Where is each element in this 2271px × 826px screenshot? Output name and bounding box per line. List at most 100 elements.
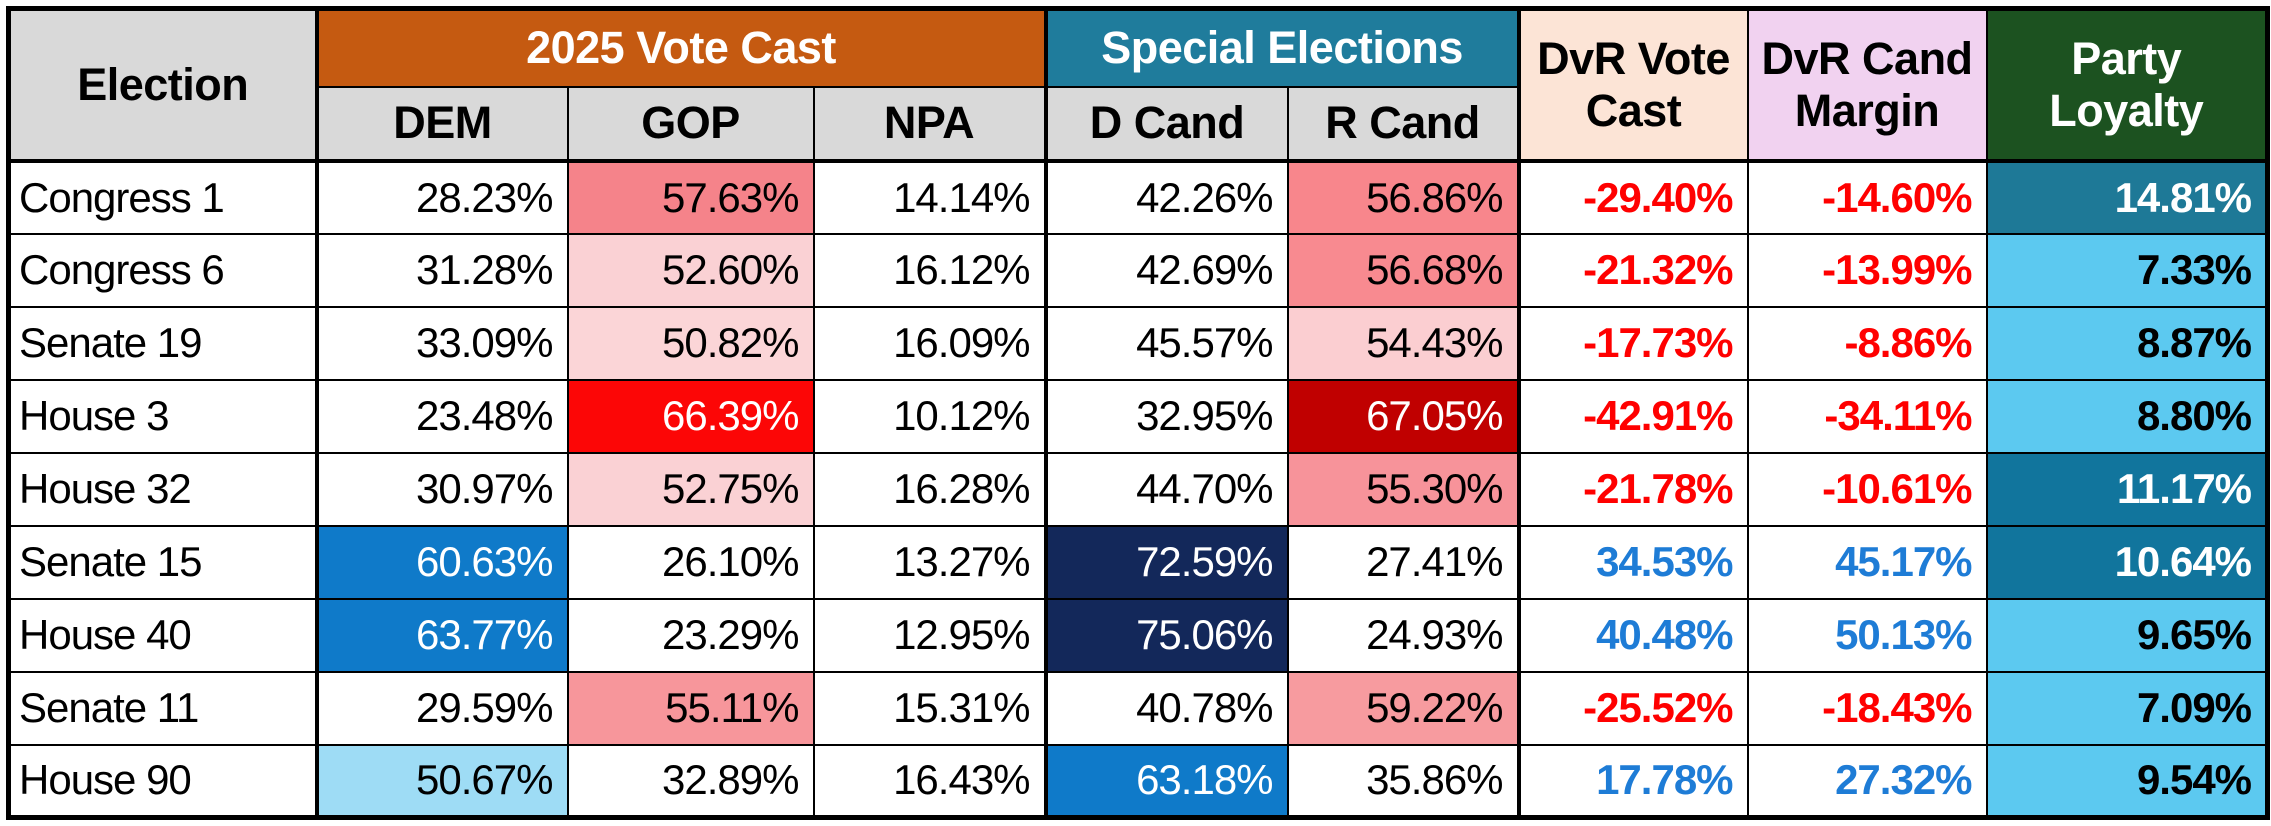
value-cell: 14.14% <box>812 159 1047 235</box>
value-cell: 50.67% <box>314 743 569 819</box>
value-cell: -14.60% <box>1746 159 1988 235</box>
value-cell: 44.70% <box>1043 451 1289 527</box>
value-cell: 56.68% <box>1286 232 1520 308</box>
header-npa: NPA <box>812 85 1047 162</box>
value-cell: 11.17% <box>1985 451 2269 527</box>
value-cell: 32.95% <box>1043 378 1289 454</box>
row-label: House 3 <box>7 378 318 454</box>
value-cell: 13.27% <box>812 524 1047 600</box>
header-sub-row: DEM GOP NPA D Cand R Cand <box>9 85 2268 162</box>
header-party-loyalty: Party Loyalty <box>1985 7 2269 162</box>
value-cell: 52.60% <box>566 232 815 308</box>
header-r-cand: R Cand <box>1286 85 1520 162</box>
value-cell: -10.61% <box>1746 451 1988 527</box>
table-row: House 90 50.67% 32.89% 16.43% 63.18% 35.86% 17… <box>7 743 2269 819</box>
table-row: Congress 1 28.23% 57.63% 14.14% 42.26% 56.86%… <box>7 159 2269 235</box>
table-row: House 40 63.77% 23.29% 12.95% 75.06% 24.93% 40… <box>7 597 2269 673</box>
value-cell: -21.78% <box>1516 451 1749 527</box>
row-label: Congress 6 <box>7 232 318 308</box>
value-cell: 50.82% <box>566 305 815 381</box>
value-cell: 34.53% <box>1516 524 1749 600</box>
value-cell: 54.43% <box>1286 305 1520 381</box>
value-cell: 14.81% <box>1985 159 2269 235</box>
value-cell: 42.69% <box>1043 232 1289 308</box>
value-cell: 27.32% <box>1746 743 1988 819</box>
value-cell: 23.48% <box>314 378 569 454</box>
row-label: Senate 11 <box>7 670 318 746</box>
value-cell: 16.12% <box>812 232 1047 308</box>
value-cell: 7.33% <box>1985 232 2269 308</box>
value-cell: 15.31% <box>812 670 1047 746</box>
value-cell: 8.80% <box>1985 378 2269 454</box>
value-cell: -13.99% <box>1746 232 1988 308</box>
value-cell: 29.59% <box>314 670 569 746</box>
value-cell: -18.43% <box>1746 670 1988 746</box>
value-cell: 52.75% <box>566 451 815 527</box>
value-cell: 12.95% <box>812 597 1047 673</box>
value-cell: 35.86% <box>1286 743 1520 819</box>
value-cell: 8.87% <box>1985 305 2269 381</box>
table-row: House 3 23.48% 66.39% 10.12% 32.95% 67.05% -42… <box>7 378 2269 454</box>
value-cell: 32.89% <box>566 743 815 819</box>
value-cell: 30.97% <box>314 451 569 527</box>
row-label: Senate 19 <box>7 305 318 381</box>
value-cell: 10.64% <box>1985 524 2269 600</box>
value-cell: 9.65% <box>1985 597 2269 673</box>
header-group-row: Election 2025 Vote Cast Special Election… <box>7 7 2269 162</box>
value-cell: 67.05% <box>1286 378 1520 454</box>
value-cell: 27.41% <box>1286 524 1520 600</box>
value-cell: -25.52% <box>1516 670 1749 746</box>
value-cell: 59.22% <box>1286 670 1520 746</box>
value-cell: 16.09% <box>812 305 1047 381</box>
table-row: Senate 11 29.59% 55.11% 15.31% 40.78% 59.22% -… <box>7 670 2269 746</box>
value-cell: 63.77% <box>314 597 569 673</box>
value-cell: 40.78% <box>1043 670 1289 746</box>
election-results-table: Election 2025 Vote Cast Special Election… <box>6 6 2271 820</box>
header-election: Election <box>7 7 318 162</box>
value-cell: -42.91% <box>1516 378 1749 454</box>
value-cell: 45.17% <box>1746 524 1988 600</box>
value-cell: 23.29% <box>566 597 815 673</box>
row-label: Senate 15 <box>7 524 318 600</box>
value-cell: -17.73% <box>1516 305 1749 381</box>
value-cell: 9.54% <box>1985 743 2269 819</box>
value-cell: 56.86% <box>1286 159 1520 235</box>
value-cell: 75.06% <box>1043 597 1289 673</box>
value-cell: 24.93% <box>1286 597 1520 673</box>
value-cell: 7.09% <box>1985 670 2269 746</box>
value-cell: 31.28% <box>314 232 569 308</box>
value-cell: 16.43% <box>812 743 1047 819</box>
row-label: House 40 <box>7 597 318 673</box>
value-cell: 26.10% <box>566 524 815 600</box>
value-cell: 55.11% <box>566 670 815 746</box>
value-cell: 45.57% <box>1043 305 1289 381</box>
value-cell: 57.63% <box>566 159 815 235</box>
header-group-special-elections: Special Elections <box>1043 7 1520 88</box>
value-cell: -21.32% <box>1516 232 1749 308</box>
table-row: Senate 19 33.09% 50.82% 16.09% 45.57% 54.43% -… <box>7 305 2269 381</box>
value-cell: 33.09% <box>314 305 569 381</box>
row-label: House 90 <box>7 743 318 819</box>
value-cell: -34.11% <box>1746 378 1988 454</box>
value-cell: 42.26% <box>1043 159 1289 235</box>
table-row: Congress 6 31.28% 52.60% 16.12% 42.69% 56.68%… <box>7 232 2269 308</box>
header-gop: GOP <box>566 85 815 162</box>
value-cell: 40.48% <box>1516 597 1749 673</box>
table-row: Senate 15 60.63% 26.10% 13.27% 72.59% 27.41% 3… <box>7 524 2269 600</box>
value-cell: -29.40% <box>1516 159 1749 235</box>
value-cell: 16.28% <box>812 451 1047 527</box>
value-cell: 10.12% <box>812 378 1047 454</box>
value-cell: 28.23% <box>314 159 569 235</box>
value-cell: 60.63% <box>314 524 569 600</box>
header-group-vote-cast: 2025 Vote Cast <box>314 7 1047 88</box>
value-cell: 50.13% <box>1746 597 1988 673</box>
value-cell: 63.18% <box>1043 743 1289 819</box>
table-body: Congress 1 28.23% 57.63% 14.14% 42.26% 56.86%… <box>7 159 2269 819</box>
header-d-cand: D Cand <box>1043 85 1289 162</box>
value-cell: -8.86% <box>1746 305 1988 381</box>
table-header: Election 2025 Vote Cast Special Election… <box>7 7 2269 162</box>
header-dem: DEM <box>314 85 569 162</box>
row-label: Congress 1 <box>7 159 318 235</box>
table-row: House 32 30.97% 52.75% 16.28% 44.70% 55.30% -2… <box>7 451 2269 527</box>
